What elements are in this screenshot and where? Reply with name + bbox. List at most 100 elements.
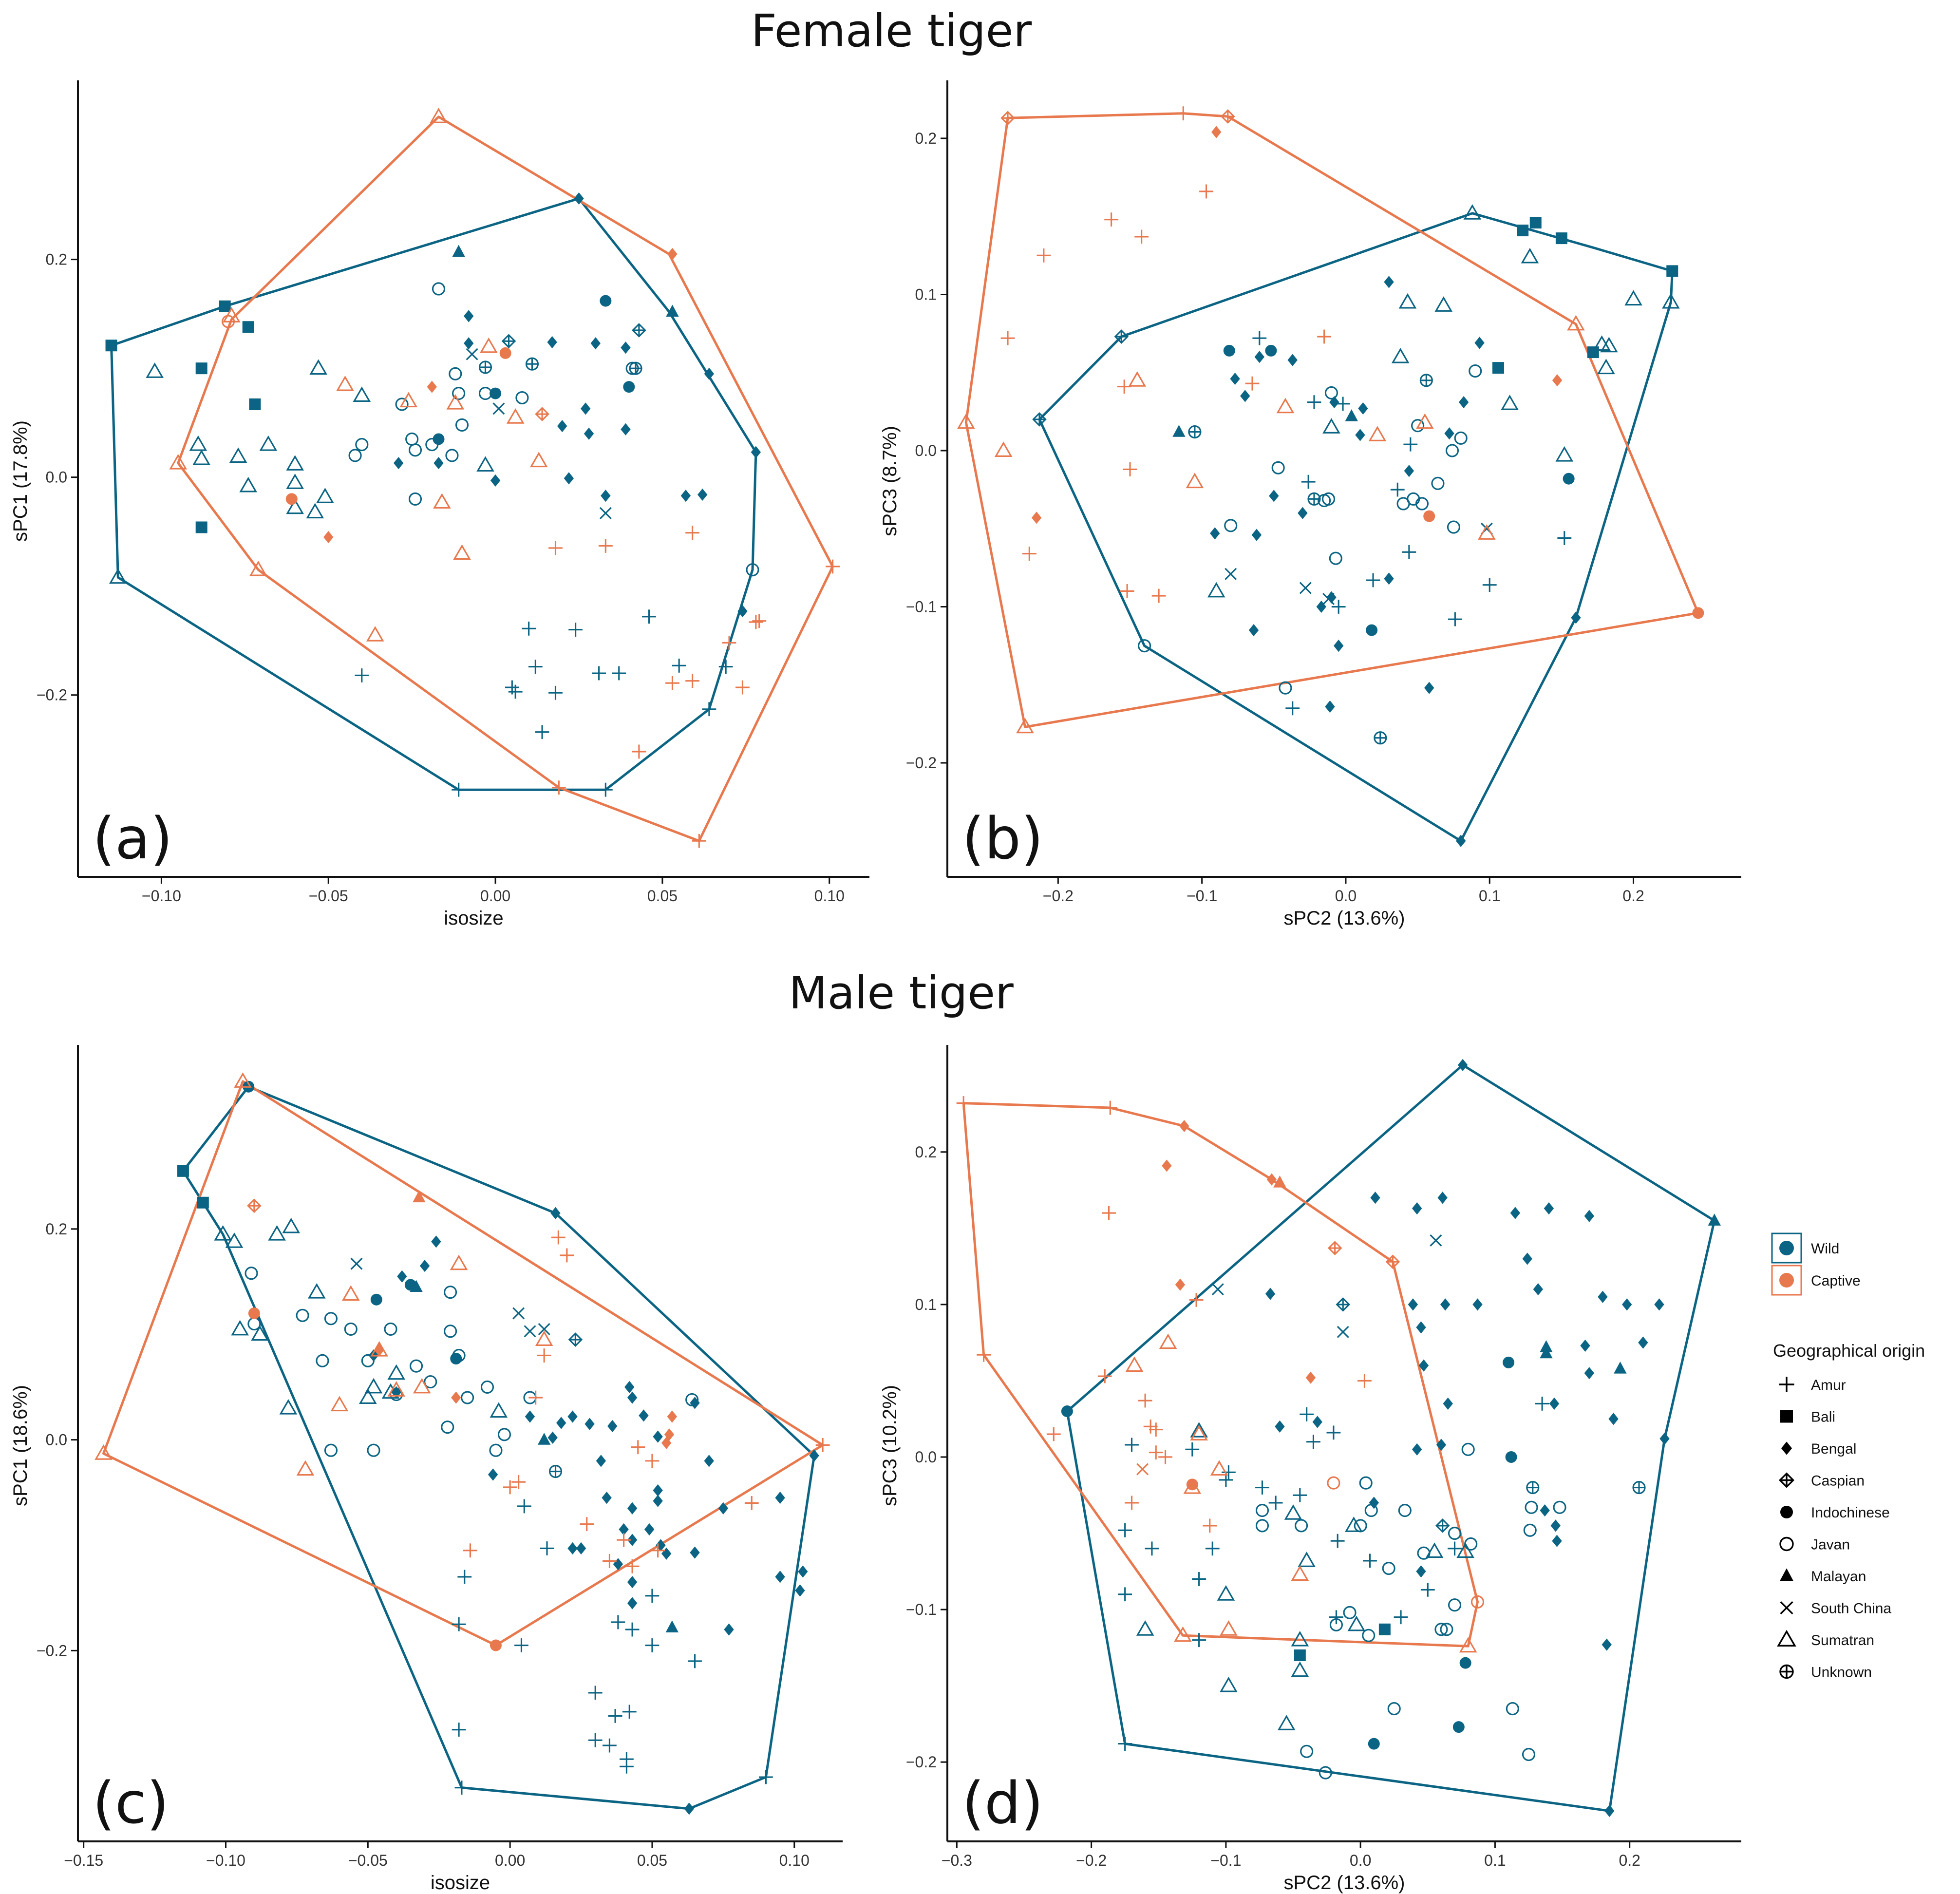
y-tick-label: −0.1 <box>906 598 937 616</box>
point-javan-wild <box>478 387 492 400</box>
point-sumatran-wild <box>225 1232 244 1248</box>
point-sumatran-wild <box>1190 1422 1208 1438</box>
point-amur-captive <box>744 1496 759 1510</box>
point-bengal-wild <box>602 1492 612 1504</box>
point-bengal-wild <box>1455 834 1466 847</box>
point-unknown-wild <box>1374 731 1387 745</box>
point-amur-captive <box>1138 1393 1152 1408</box>
point-javan-wild <box>1522 1747 1536 1761</box>
point-bengal-wild <box>1248 624 1259 637</box>
panel-d: −0.3 −0.2 −0.1 0.0 0.1 0.2 −0.2 −0.1 0.0 0.1 0.2 sP… <box>879 1045 1741 1894</box>
y-tick-label: 0.2 <box>915 130 937 147</box>
point-unknown-wild <box>1526 1481 1540 1495</box>
y-tick-label: 0.2 <box>46 251 67 268</box>
point-javan-wild <box>1224 519 1238 532</box>
point-bengal-wild <box>798 1565 808 1578</box>
panel-label: (a) <box>93 805 172 872</box>
point-bengal-wild <box>690 1397 700 1409</box>
point-bengal-wild <box>1355 429 1365 441</box>
point-bengal-wild <box>1608 1413 1619 1425</box>
point-indochinese-wild <box>1061 1405 1073 1418</box>
point-sumatran-wild <box>1217 1585 1235 1601</box>
point-amur-captive <box>1097 1369 1112 1383</box>
point-amur-wild <box>1192 1633 1206 1648</box>
point-amur-wild <box>608 1709 622 1723</box>
point-bengal-wild <box>1358 402 1368 415</box>
point-bengal-wild <box>584 1418 595 1430</box>
point-javan-wild <box>1324 386 1338 399</box>
point-indochinese-wild <box>1223 344 1235 357</box>
x-tick-label: −0.1 <box>1187 887 1217 905</box>
point-amur-captive <box>1149 1445 1163 1459</box>
point-bengal-wild <box>1210 527 1220 540</box>
point-sumatran-wild <box>1398 293 1417 309</box>
hull-captive <box>177 115 834 842</box>
point-amur-captive <box>826 559 840 574</box>
point-javan-wild <box>1415 497 1429 511</box>
point-javan-wild <box>1553 1500 1566 1514</box>
point-amur-wild <box>1326 1425 1341 1440</box>
point-bengal-wild <box>1580 1339 1590 1352</box>
y-tick-label: −0.2 <box>37 1642 67 1659</box>
point-malayan-wild <box>452 245 465 257</box>
point-sumatran-captive <box>535 1330 553 1346</box>
y-tick-label: 0.0 <box>915 1448 937 1466</box>
point-amur-wild <box>1448 612 1462 626</box>
point-bengal-wild <box>550 1207 561 1219</box>
point-bengal-wild <box>1458 396 1469 409</box>
point-javan-wild <box>480 1380 494 1394</box>
point-amur-captive <box>1125 1496 1139 1510</box>
point-bengal-wild <box>775 1492 785 1504</box>
point-amur-wild <box>535 725 549 739</box>
point-sumatran-captive <box>450 1254 468 1270</box>
point-bengal-wild <box>464 310 474 322</box>
point-javan-wild <box>1300 1744 1314 1758</box>
x-axis-title: sPC2 (13.6%) <box>1284 908 1405 929</box>
point-amur-captive <box>1176 106 1190 121</box>
point-bengal-wild <box>724 1623 734 1636</box>
point-bengal-captive <box>661 1437 672 1449</box>
svg-text:South China: South China <box>1811 1601 1891 1617</box>
point-sumatran-captive <box>1368 426 1387 441</box>
point-bengal-wild <box>1444 427 1454 440</box>
point-javan-wild <box>1255 1519 1269 1533</box>
x-axis-title: isosize <box>431 1872 490 1894</box>
point-bengal-wild <box>590 337 601 350</box>
point-amur-wild <box>1331 600 1346 614</box>
y-axis-title: sPC1 (18.6%) <box>10 1385 31 1506</box>
point-bengal-wild <box>557 420 567 433</box>
point-sumatran-captive <box>529 452 548 468</box>
point-bengal-wild <box>1418 1359 1429 1372</box>
point-amur-wild <box>1222 1465 1236 1479</box>
point-amur-captive <box>1189 1293 1204 1307</box>
point-sumatran-captive <box>249 560 267 576</box>
point-sumatran-captive <box>1459 1637 1477 1653</box>
point-bengal-wild <box>580 402 591 415</box>
panel-b: −0.2 −0.1 0.0 0.1 0.2 −0.2 −0.1 0.0 0.1 0.2 sPC2 (… <box>879 80 1741 929</box>
point-amur-wild <box>1535 1397 1549 1411</box>
point-bengal-wild <box>488 1468 498 1481</box>
point-bengal-wild <box>1571 611 1581 624</box>
x-tick-label: −0.10 <box>206 1852 245 1869</box>
panel-a: −0.10 −0.05 0.00 0.05 0.10 −0.2 0.0 0.2 isosize s… <box>10 80 869 929</box>
point-javan-wild <box>405 432 419 446</box>
point-sumatran-captive <box>446 394 465 410</box>
point-javan-wild <box>489 1443 503 1457</box>
point-sumatran-wild <box>251 1325 269 1341</box>
point-bengal-wild <box>621 423 631 436</box>
y-tick-label: 0.1 <box>915 1296 937 1313</box>
point-bengal-captive <box>1266 1173 1277 1186</box>
point-amur-wild <box>1285 701 1300 716</box>
point-amur-wild <box>718 660 733 674</box>
y-tick-label: 0.1 <box>915 285 937 303</box>
hull-wild <box>182 1085 816 1810</box>
point-javan-wild <box>1387 1702 1401 1716</box>
x-tick-label: 0.05 <box>647 887 678 905</box>
point-javan-captive <box>221 315 235 328</box>
point-amur-wild <box>568 623 583 637</box>
point-bengal-wild <box>576 1542 586 1555</box>
hull-captive <box>962 1102 1479 1648</box>
point-sumatran-captive <box>1190 1425 1208 1440</box>
point-malayan-wild <box>1540 1346 1553 1359</box>
point-javan-wild <box>441 1420 454 1434</box>
